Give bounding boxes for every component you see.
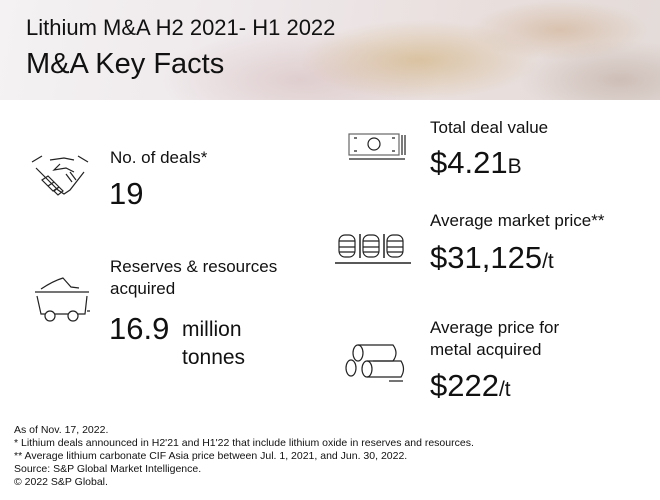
- market-price-number: $31,125: [430, 240, 543, 275]
- market-price-unit: /t: [542, 250, 554, 273]
- deal-value-label: Total deal value: [430, 118, 549, 137]
- header-banner: Lithium M&A H2 2021- H1 2022 M&A Key Fac…: [0, 0, 660, 100]
- metal-price-label-line2: metal acquired: [430, 340, 542, 359]
- metal-price-label-line1: Average price for: [430, 318, 560, 337]
- footnote-source: Source: S&P Global Market Intelligence.: [14, 463, 202, 475]
- deal-value-unit: B: [507, 155, 522, 178]
- reserves-unit-line2: tonnes: [182, 346, 246, 369]
- handshake-icon: [31, 155, 89, 196]
- market-price-label: Average market price**: [430, 211, 605, 230]
- footnote-price: ** Average lithium carbonate CIF Asia pr…: [14, 450, 408, 462]
- footnote-date: As of Nov. 17, 2022.: [14, 424, 109, 436]
- coin-stacks-icon: [335, 234, 411, 264]
- reserves-label-line1: Reserves & resources: [110, 257, 278, 276]
- footnote-deals: * Lithium deals announced in H2'21 and H…: [14, 437, 474, 449]
- deals-value: 19: [109, 176, 144, 211]
- reserves-value: 16.9: [109, 311, 170, 346]
- banknote-icon: [348, 133, 406, 160]
- deal-value-number: $4.21: [430, 145, 508, 180]
- market-price: $31,125/t: [430, 241, 554, 279]
- metal-price-unit: /t: [498, 378, 511, 401]
- deals-label: No. of deals*: [110, 148, 208, 167]
- metal-bars-icon: [345, 344, 405, 382]
- page-subtitle: M&A Key Facts: [26, 48, 225, 80]
- footnote-copyright: © 2022 S&P Global.: [14, 476, 108, 488]
- metal-price-number: $222: [430, 368, 499, 403]
- deal-value: $4.21B: [430, 146, 522, 184]
- footnotes: As of Nov. 17, 2022. * Lithium deals ann…: [14, 424, 474, 489]
- reserves-unit-line1: million: [182, 318, 242, 341]
- page-title: Lithium M&A H2 2021- H1 2022: [26, 15, 336, 40]
- mine-cart-icon: [35, 277, 90, 322]
- reserves-label-line2: acquired: [110, 279, 176, 298]
- metal-price: $222/t: [430, 369, 511, 407]
